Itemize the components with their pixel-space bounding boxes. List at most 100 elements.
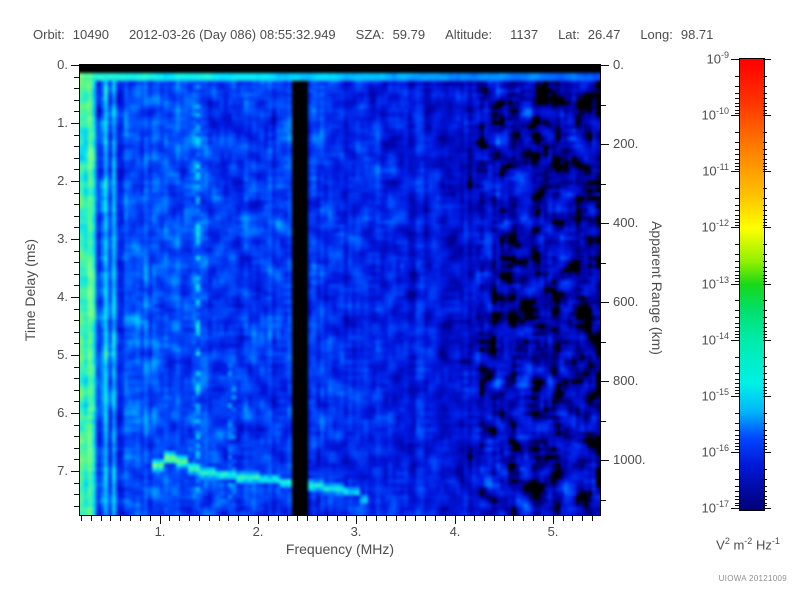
colorbar-minor-tick-left (735, 76, 739, 77)
colorbar-tick-label: 10-17 (701, 499, 729, 516)
long-label: Long: (640, 27, 673, 42)
colorbar-major-tick-right (763, 452, 771, 453)
colorbar-major-tick-left (731, 284, 739, 285)
colorbar-minor-tick-left (735, 142, 739, 143)
x-axis-minor-tick (386, 516, 387, 521)
colorbar-minor-tick-right (763, 86, 767, 87)
colorbar-gradient (739, 58, 765, 511)
colorbar-minor-tick-left (735, 113, 739, 114)
colorbar-minor-tick-right (763, 334, 767, 335)
colorbar-minor-tick-left (735, 267, 739, 268)
x-axis-minor-tick (533, 516, 534, 521)
orbit-label: Orbit: (33, 27, 65, 42)
spectrogram-frame (79, 64, 601, 516)
colorbar-minor-tick-right (763, 469, 767, 470)
y-left-minor-tick (74, 100, 79, 101)
x-axis-minor-tick (228, 516, 229, 521)
y-left-minor-tick (74, 135, 79, 136)
x-axis-minor-tick (425, 516, 426, 521)
y-left-minor-tick (74, 309, 79, 310)
colorbar-minor-tick-right (763, 479, 767, 480)
y-left-major-tick (71, 413, 79, 414)
colorbar-minor-tick-right (763, 222, 767, 223)
colorbar-tick-label: 10-9 (706, 50, 729, 67)
y-right-tick-label: 800. (613, 373, 639, 388)
y-left-tick-label: 3. (57, 231, 68, 246)
colorbar-minor-tick-right (763, 430, 767, 431)
colorbar-minor-tick-left (735, 373, 739, 374)
y-left-major-tick (71, 471, 79, 472)
x-axis-minor-tick (140, 516, 141, 521)
x-axis-minor-tick (110, 516, 111, 521)
colorbar-minor-tick-left (735, 387, 739, 388)
x-axis-minor-tick (287, 516, 288, 521)
x-axis-minor-tick (592, 516, 593, 521)
colorbar-minor-tick-right (763, 219, 767, 220)
colorbar-minor-tick-right (763, 154, 767, 155)
colorbar-minor-tick-right (763, 159, 767, 160)
colorbar-minor-tick-left (735, 205, 739, 206)
colorbar-major-tick-left (731, 115, 739, 116)
colorbar-minor-tick-left (735, 86, 739, 87)
colorbar-minor-tick-left (735, 439, 739, 440)
colorbar-minor-tick-left (735, 337, 739, 338)
colorbar-minor-tick-right (763, 499, 767, 500)
colorbar-tick-label: 10-14 (701, 331, 729, 348)
header-lat: Lat: 26.47 (558, 27, 620, 42)
y-left-minor-tick (74, 401, 79, 402)
header-info: Orbit: 10490 2012-03-26 (Day 086) 08:55:3… (33, 27, 713, 42)
colorbar-minor-tick-left (735, 413, 739, 414)
colorbar-minor-tick-right (763, 491, 767, 492)
colorbar-minor-tick-right (763, 357, 767, 358)
y-left-minor-tick (74, 193, 79, 194)
y-left-minor-tick (74, 274, 79, 275)
colorbar-minor-tick-right (763, 505, 767, 506)
colorbar-minor-tick-right (763, 327, 767, 328)
colorbar-major-tick-left (731, 508, 739, 509)
colorbar-minor-tick-right (763, 198, 767, 199)
colorbar-minor-tick-left (735, 154, 739, 155)
colorbar-minor-tick-left (735, 300, 739, 301)
colorbar-minor-tick-left (735, 215, 739, 216)
colorbar-minor-tick-right (763, 366, 767, 367)
colorbar-minor-tick-right (763, 379, 767, 380)
x-axis-minor-tick (346, 516, 347, 521)
colorbar-tick-label: 10-13 (701, 275, 729, 292)
y-left-tick-label: 0. (57, 57, 68, 72)
y-left-tick-label: 7. (57, 463, 68, 478)
y-left-minor-tick (74, 390, 79, 391)
y-left-minor-tick (74, 378, 79, 379)
y-left-major-tick (71, 355, 79, 356)
y-left-minor-tick (74, 436, 79, 437)
colorbar-minor-tick-right (763, 435, 767, 436)
x-axis-minor-tick (543, 516, 544, 521)
x-axis-minor-tick (199, 516, 200, 521)
colorbar-minor-tick-left (735, 443, 739, 444)
colorbar-major-tick-right (763, 59, 771, 60)
y-left-minor-tick (74, 146, 79, 147)
watermark: UIOWA 20121009 (718, 574, 787, 583)
y-right-major-tick (601, 460, 609, 461)
x-axis-minor-tick (435, 516, 436, 521)
y-right-minor-tick (601, 500, 606, 501)
x-axis-minor-tick (278, 516, 279, 521)
colorbar-minor-tick-left (735, 430, 739, 431)
colorbar-minor-tick-right (763, 225, 767, 226)
x-axis-minor-tick (563, 516, 564, 521)
y-right-tick-label: 200. (613, 136, 639, 151)
colorbar-minor-tick-right (763, 393, 767, 394)
colorbar-minor-tick-right (763, 254, 767, 255)
colorbar-minor-tick-left (735, 331, 739, 332)
colorbar-major-tick-right (763, 508, 771, 509)
colorbar-minor-tick-right (763, 244, 767, 245)
x-axis-minor-tick (415, 516, 416, 521)
x-axis-title: Frequency (MHz) (285, 541, 395, 557)
y-left-minor-tick (74, 111, 79, 112)
y-left-minor-tick (74, 494, 79, 495)
colorbar-unit-label: V2 m-2 Hz-1 (716, 536, 780, 553)
colorbar-minor-tick-right (763, 210, 767, 211)
x-axis-minor-tick (297, 516, 298, 521)
colorbar-minor-tick-right (763, 300, 767, 301)
colorbar-minor-tick-left (735, 446, 739, 447)
y-left-tick-label: 1. (57, 115, 68, 130)
